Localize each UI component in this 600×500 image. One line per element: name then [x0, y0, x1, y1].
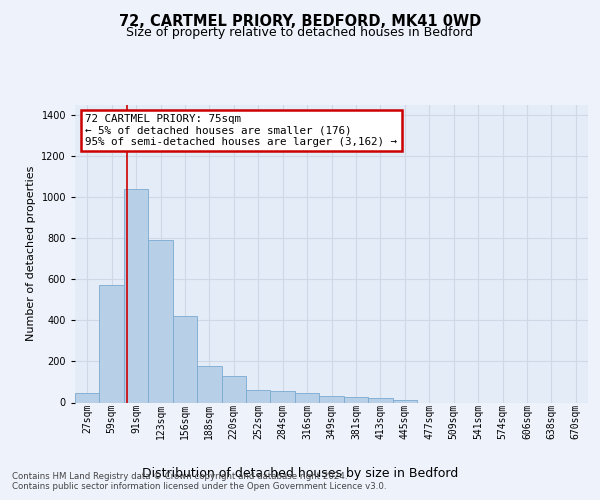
Bar — [148, 240, 173, 402]
Y-axis label: Number of detached properties: Number of detached properties — [26, 166, 36, 342]
Bar — [197, 366, 221, 403]
Bar — [75, 394, 100, 402]
Bar — [319, 396, 344, 402]
Bar — [221, 376, 246, 402]
Text: 72 CARTMEL PRIORY: 75sqm
← 5% of detached houses are smaller (176)
95% of semi-d: 72 CARTMEL PRIORY: 75sqm ← 5% of detache… — [85, 114, 397, 147]
Bar — [295, 394, 319, 402]
Bar — [392, 400, 417, 402]
Bar — [124, 189, 148, 402]
Text: Size of property relative to detached houses in Bedford: Size of property relative to detached ho… — [127, 26, 473, 39]
Text: Distribution of detached houses by size in Bedford: Distribution of detached houses by size … — [142, 468, 458, 480]
Bar — [368, 398, 392, 402]
Text: Contains HM Land Registry data © Crown copyright and database right 2024.: Contains HM Land Registry data © Crown c… — [12, 472, 347, 481]
Text: 72, CARTMEL PRIORY, BEDFORD, MK41 0WD: 72, CARTMEL PRIORY, BEDFORD, MK41 0WD — [119, 14, 481, 29]
Bar — [246, 390, 271, 402]
Bar — [271, 391, 295, 402]
Bar — [173, 316, 197, 402]
Text: Contains public sector information licensed under the Open Government Licence v3: Contains public sector information licen… — [12, 482, 386, 491]
Bar — [344, 397, 368, 402]
Bar — [100, 284, 124, 403]
